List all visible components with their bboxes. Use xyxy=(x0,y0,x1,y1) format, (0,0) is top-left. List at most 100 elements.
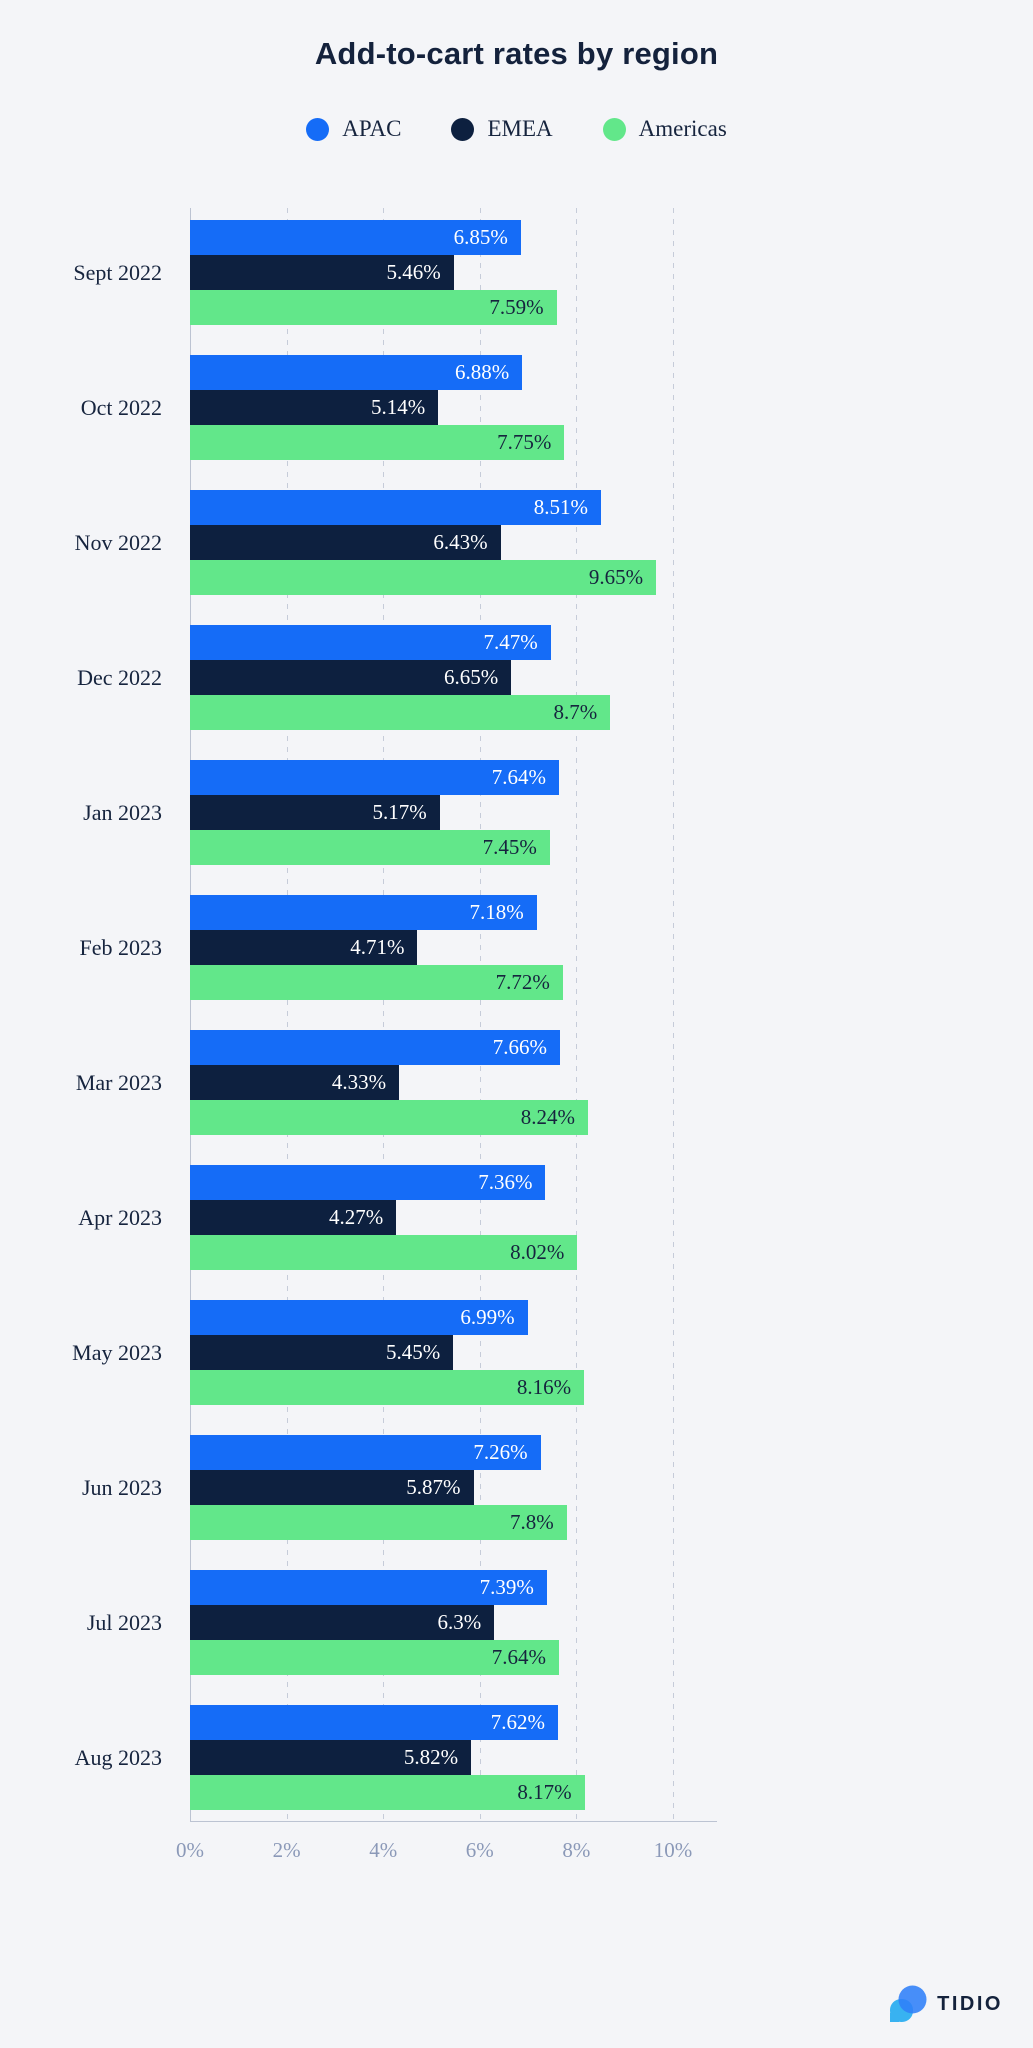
category-label: Dec 2022 xyxy=(77,664,162,690)
bar-value-label: 8.17% xyxy=(517,1780,572,1804)
bar-americas: 7.64% xyxy=(190,1640,559,1675)
category-label: Apr 2023 xyxy=(78,1204,162,1230)
bar-emea: 6.3% xyxy=(190,1605,495,1640)
bar-value-label: 4.71% xyxy=(350,935,405,959)
category-label: Feb 2023 xyxy=(79,934,163,960)
bar-apac: 7.62% xyxy=(190,1705,559,1740)
legend-dot-icon xyxy=(602,117,626,141)
bar-value-label: 6.88% xyxy=(455,360,510,384)
bar-stack: 7.47% 6.65% 8.7% xyxy=(190,625,611,730)
bar-emea: 5.46% xyxy=(190,255,454,290)
bar-emea: 5.87% xyxy=(190,1470,474,1505)
bar-value-label: 6.3% xyxy=(437,1610,482,1634)
legend-dot-icon xyxy=(451,117,475,141)
bar-americas: 8.7% xyxy=(190,695,611,730)
bar-value-label: 7.8% xyxy=(509,1510,554,1534)
bar-value-label: 8.02% xyxy=(510,1240,565,1264)
bar-emea: 4.33% xyxy=(190,1065,400,1100)
bar-value-label: 7.62% xyxy=(490,1710,546,1734)
bar-value-label: 7.66% xyxy=(492,1035,547,1059)
bar-stack: 6.88% 5.14% 7.75% xyxy=(190,355,565,460)
bar-apac: 7.47% xyxy=(190,625,551,660)
bar-group-row: Apr 2023 7.36% 4.27% 8.02% xyxy=(0,1165,1033,1270)
bar-apac: 7.64% xyxy=(190,760,559,795)
bar-stack: 6.85% 5.46% 7.59% xyxy=(190,220,557,325)
category-label: Jun 2023 xyxy=(81,1474,162,1500)
legend-item: APAC xyxy=(306,116,401,142)
bar-value-label: 7.45% xyxy=(482,835,537,859)
bar-americas: 7.8% xyxy=(190,1505,567,1540)
bar-emea: 6.65% xyxy=(190,660,512,695)
bar-group-row: Jan 2023 7.64% 5.17% 7.45% xyxy=(0,760,1033,865)
bar-value-label: 7.75% xyxy=(497,430,552,454)
bar-stack: 7.62% 5.82% 8.17% xyxy=(190,1705,585,1810)
bar-americas: 9.65% xyxy=(190,560,657,595)
bar-group-row: Sept 2022 6.85% 5.46% 7.59% xyxy=(0,220,1033,325)
legend-dot-icon xyxy=(306,117,330,141)
category-label: Oct 2022 xyxy=(80,394,162,420)
brand-text: TIDIO xyxy=(937,1992,1003,2015)
category-label: Jan 2023 xyxy=(83,799,162,825)
bar-emea: 5.17% xyxy=(190,795,440,830)
bar-emea: 5.45% xyxy=(190,1335,454,1370)
bar-value-label: 8.16% xyxy=(516,1375,572,1399)
category-label: Mar 2023 xyxy=(75,1069,162,1095)
bar-apac: 6.88% xyxy=(190,355,523,390)
legend-item-label: APAC xyxy=(342,116,402,141)
legend-item-label: EMEA xyxy=(487,116,553,141)
bar-stack: 7.64% 5.17% 7.45% xyxy=(190,760,559,865)
legend: APAC EMEA Americas xyxy=(0,116,1033,142)
bar-stack: 7.18% 4.71% 7.72% xyxy=(190,895,563,1000)
x-tick-label: 4% xyxy=(369,1838,398,1862)
category-label: Jul 2023 xyxy=(86,1609,162,1635)
bar-value-label: 7.72% xyxy=(495,970,550,994)
bar-value-label: 5.17% xyxy=(372,800,427,824)
bar-value-label: 8.24% xyxy=(520,1105,575,1129)
chart: Sept 2022 6.85% 5.46% 7.59% Oct 2022 6.88% 5.1… xyxy=(0,208,1033,1822)
tidio-logo: TIDIO xyxy=(886,1984,1003,2024)
bar-stack: 8.51% 6.43% 9.65% xyxy=(190,490,657,595)
x-tick-label: 0% xyxy=(176,1838,204,1862)
bar-americas: 8.17% xyxy=(190,1775,585,1810)
bar-value-label: 5.46% xyxy=(386,260,441,284)
bar-group-row: Aug 2023 7.62% 5.82% 8.17% xyxy=(0,1705,1033,1810)
bar-value-label: 5.45% xyxy=(385,1340,441,1364)
bar-group-row: Mar 2023 7.66% 4.33% 8.24% xyxy=(0,1030,1033,1135)
bar-value-label: 4.33% xyxy=(331,1070,387,1094)
bar-value-label: 4.27% xyxy=(328,1205,384,1229)
bar-americas: 8.16% xyxy=(190,1370,585,1405)
bar-stack: 7.39% 6.3% 7.64% xyxy=(190,1570,559,1675)
bar-group-row: Nov 2022 8.51% 6.43% 9.65% xyxy=(0,490,1033,595)
bar-americas: 7.59% xyxy=(190,290,557,325)
bar-stack: 7.36% 4.27% 8.02% xyxy=(190,1165,578,1270)
bar-americas: 8.24% xyxy=(190,1100,588,1135)
bar-apac: 6.85% xyxy=(190,220,521,255)
category-label: Sept 2022 xyxy=(73,259,162,285)
category-label: May 2023 xyxy=(72,1339,162,1365)
bar-value-label: 7.64% xyxy=(491,1645,546,1669)
bar-stack: 7.26% 5.87% 7.8% xyxy=(190,1435,567,1540)
legend-item: Americas xyxy=(602,116,727,142)
category-label: Aug 2023 xyxy=(74,1744,162,1770)
x-tick-label: 2% xyxy=(272,1838,301,1862)
bar-emea: 4.27% xyxy=(190,1200,397,1235)
bar-value-label: 5.82% xyxy=(403,1745,459,1769)
bar-apac: 7.26% xyxy=(190,1435,541,1470)
x-tick-label: 8% xyxy=(562,1838,591,1862)
bar-americas: 7.72% xyxy=(190,965,563,1000)
bar-group-row: Oct 2022 6.88% 5.14% 7.75% xyxy=(0,355,1033,460)
bar-group-row: Dec 2022 7.47% 6.65% 8.7% xyxy=(0,625,1033,730)
legend-item: EMEA xyxy=(451,116,553,142)
bar-emea: 4.71% xyxy=(190,930,418,965)
bar-group-row: May 2023 6.99% 5.45% 8.16% xyxy=(0,1300,1033,1405)
logo-mark-icon xyxy=(886,1984,928,2024)
bar-value-label: 7.39% xyxy=(479,1575,534,1599)
bar-apac: 7.36% xyxy=(190,1165,546,1200)
bar-value-label: 7.36% xyxy=(478,1170,533,1194)
bar-americas: 7.45% xyxy=(190,830,550,865)
bar-emea: 6.43% xyxy=(190,525,501,560)
x-axis-ticks: 0% 2% 4% 6% 8% 10% xyxy=(176,1822,717,1874)
bar-apac: 7.39% xyxy=(190,1570,547,1605)
bar-value-label: 7.26% xyxy=(473,1440,528,1464)
